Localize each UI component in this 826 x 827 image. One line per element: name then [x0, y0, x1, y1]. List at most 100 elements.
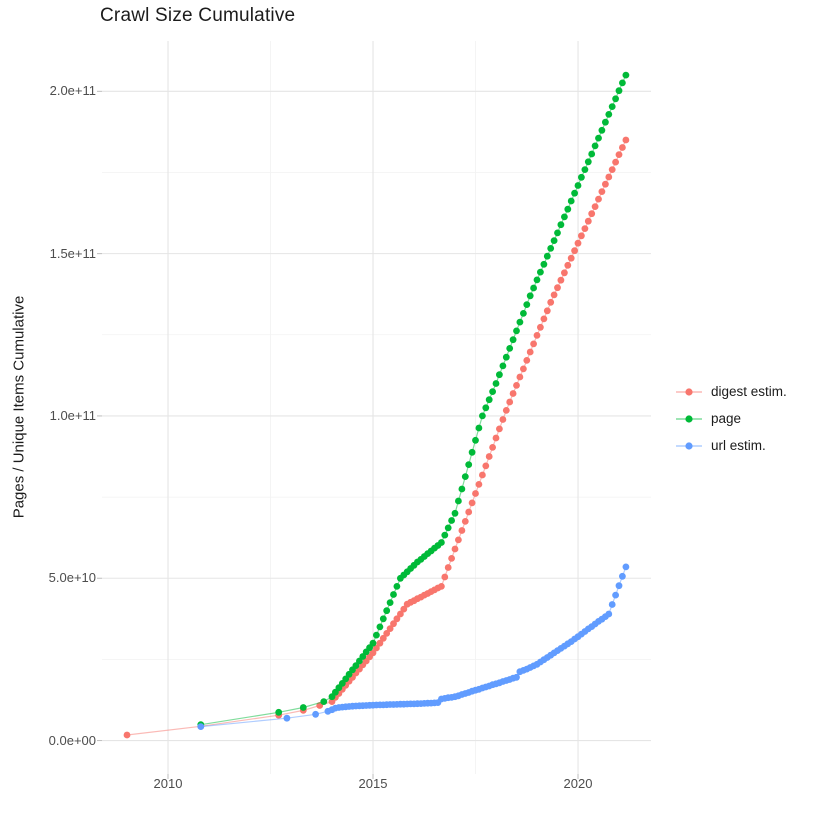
legend-key-icon	[676, 414, 702, 423]
data-point-page	[479, 412, 486, 420]
data-point-page	[608, 103, 616, 110]
data-point-page	[526, 292, 534, 300]
data-point-page	[489, 388, 496, 395]
data-point-digest-estim	[479, 471, 486, 479]
legend-label: url estim.	[711, 438, 766, 453]
data-point-digest-estim	[533, 332, 541, 339]
data-point-page	[584, 158, 592, 166]
data-point-digest-estim	[509, 390, 517, 397]
data-point-page	[564, 205, 572, 213]
data-point-page	[376, 623, 384, 631]
series-points-digest-estim	[123, 136, 630, 739]
data-point-url-estim	[608, 601, 616, 608]
data-point-page	[516, 318, 524, 326]
data-point-url-estim	[283, 714, 291, 722]
legend-label: page	[711, 411, 742, 426]
data-point-page	[461, 473, 469, 480]
data-point-digest-estim	[567, 254, 575, 262]
data-point-digest-estim	[543, 307, 551, 315]
data-point-page	[383, 607, 391, 615]
data-point-page	[598, 126, 606, 134]
data-point-page	[530, 284, 537, 292]
data-point-page	[373, 631, 380, 639]
series-points-page	[197, 71, 630, 729]
legend-item: url estim.	[676, 432, 787, 459]
data-point-page	[540, 260, 548, 268]
data-point-digest-estim	[489, 444, 496, 451]
data-point-page	[468, 448, 476, 456]
data-point-digest-estim	[383, 630, 391, 637]
data-point-digest-estim	[386, 625, 394, 632]
data-point-page	[451, 509, 459, 517]
data-point-page	[502, 353, 510, 361]
data-point-page	[537, 268, 544, 276]
data-point-url-estim	[612, 591, 619, 599]
data-point-digest-estim	[496, 425, 503, 433]
data-point-digest-estim	[608, 166, 616, 174]
data-point-page	[496, 371, 503, 379]
data-point-page	[455, 497, 462, 505]
data-point-digest-estim	[588, 210, 596, 218]
legend-label: digest estim.	[711, 384, 787, 399]
data-point-digest-estim	[441, 573, 449, 581]
data-point-page	[543, 252, 551, 260]
data-point-digest-estim	[397, 610, 404, 618]
data-point-digest-estim	[485, 453, 493, 460]
data-point-page	[393, 583, 401, 590]
data-point-digest-estim	[612, 158, 619, 166]
data-point-page	[605, 111, 613, 118]
data-point-digest-estim	[369, 649, 377, 657]
y-tick-label: 0.0e+00	[48, 732, 96, 748]
data-point-digest-estim	[513, 382, 520, 389]
data-point-page	[444, 524, 452, 532]
data-point-digest-estim	[602, 180, 609, 188]
data-point-digest-estim	[123, 731, 131, 739]
data-point-page	[369, 639, 377, 647]
x-tick-label: 2010	[153, 776, 183, 791]
data-point-page	[506, 345, 514, 352]
data-point-digest-estim	[581, 225, 589, 233]
data-point-digest-estim	[530, 340, 537, 348]
data-point-digest-estim	[448, 555, 455, 562]
legend-key-icon	[676, 387, 702, 396]
data-point-digest-estim	[455, 536, 462, 544]
y-tick-label: 1.5e+11	[49, 245, 96, 261]
data-point-page	[571, 189, 578, 197]
legend-item: page	[676, 405, 787, 432]
data-point-digest-estim	[400, 605, 408, 613]
data-point-page	[588, 150, 596, 158]
x-tick-label: 2020	[563, 776, 593, 791]
data-point-digest-estim	[619, 144, 626, 151]
data-point-page	[557, 221, 565, 229]
data-point-digest-estim	[622, 136, 630, 144]
data-point-page	[602, 118, 609, 126]
data-point-digest-estim	[379, 634, 387, 642]
data-point-digest-estim	[574, 239, 582, 247]
data-point-digest-estim	[550, 291, 558, 299]
data-point-url-estim	[615, 582, 623, 590]
data-point-digest-estim	[605, 173, 613, 181]
legend-item: digest estim.	[676, 378, 787, 405]
legend-key-dot	[685, 414, 693, 423]
data-point-page	[578, 173, 585, 181]
data-point-digest-estim	[461, 518, 469, 525]
data-point-digest-estim	[537, 323, 544, 331]
data-point-digest-estim	[584, 217, 592, 225]
data-point-digest-estim	[492, 434, 500, 442]
data-point-page	[523, 301, 531, 308]
data-point-digest-estim	[482, 462, 490, 470]
data-point-digest-estim	[376, 639, 384, 647]
data-point-page	[499, 362, 507, 370]
data-point-page	[509, 336, 517, 344]
legend-key-dot	[685, 441, 693, 450]
data-point-digest-estim	[561, 269, 568, 277]
series-points-url-estim	[197, 563, 630, 730]
data-point-digest-estim	[523, 357, 531, 364]
legend-key-dot	[685, 387, 693, 396]
data-point-page	[581, 166, 589, 174]
data-point-digest-estim	[520, 365, 527, 373]
data-point-digest-estim	[472, 490, 479, 497]
data-point-digest-estim	[475, 481, 483, 488]
data-point-digest-estim	[468, 499, 476, 507]
